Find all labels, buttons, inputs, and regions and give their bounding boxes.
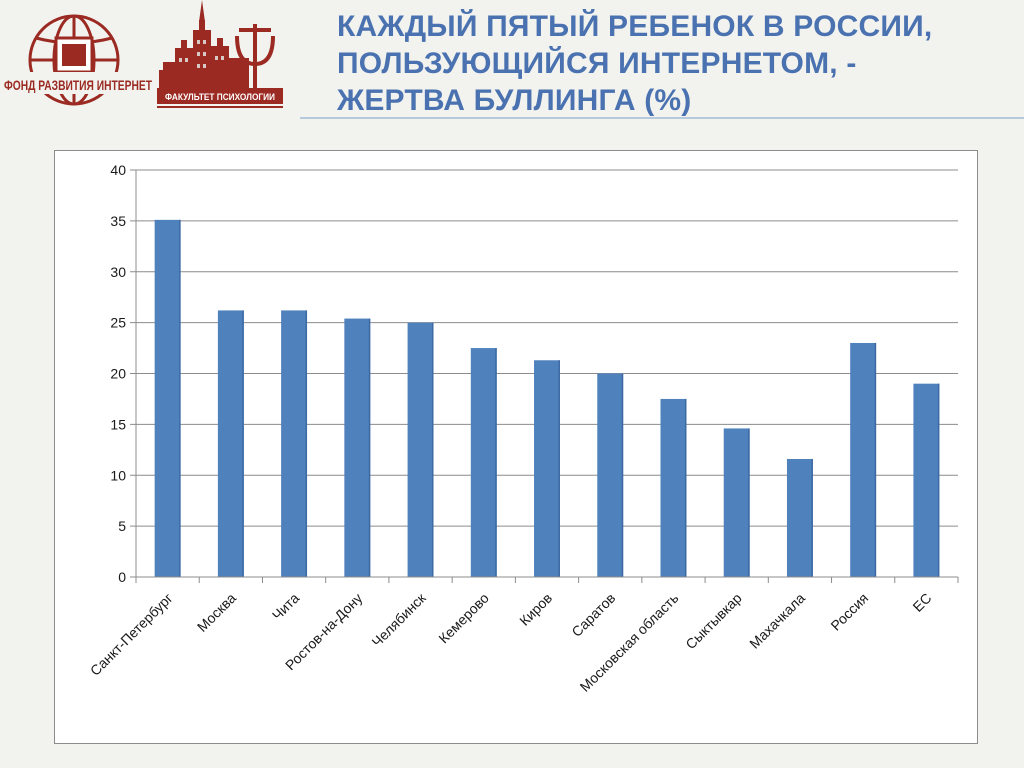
bar	[597, 373, 624, 577]
slide-title-line-2: ПОЛЬЗУЮЩИЙСЯ ИНТЕРНЕТОМ, -	[337, 47, 857, 80]
bar	[344, 318, 371, 577]
bar-shade	[432, 322, 434, 577]
x-category-label: Москва	[194, 590, 239, 635]
x-category-label: Саратов	[568, 590, 618, 640]
psychology-faculty-logo-icon: ФАКУЛЬТЕТ ПСИХОЛОГИИ	[157, 0, 283, 108]
bar	[534, 360, 560, 577]
bar	[850, 342, 877, 577]
x-category-label: ЕС	[909, 590, 934, 615]
bar	[281, 310, 308, 577]
y-tick-label: 20	[110, 366, 126, 382]
bar	[786, 458, 813, 577]
fund-logo-icon: ФОНД РАЗВИТИЯ ИНТЕРНЕТ	[2, 14, 154, 106]
bar	[154, 219, 181, 578]
bar	[217, 310, 244, 577]
bar-shade	[305, 310, 308, 577]
x-category-label: Санкт-Петербург	[87, 590, 176, 679]
slide-title: КАЖДЫЙ ПЯТЫЙ РЕБЕНОК В РОССИИ, ПОЛЬЗУЮЩИ…	[337, 8, 1017, 119]
x-category-label: Россия	[827, 590, 871, 634]
y-tick-label: 30	[110, 264, 126, 280]
y-tick-label: 0	[118, 569, 126, 585]
fund-logo-text: ФОНД РАЗВИТИЯ ИНТЕРНЕТ	[4, 77, 152, 93]
x-category-label: Киров	[516, 590, 555, 629]
bar	[913, 383, 940, 577]
psychology-faculty-logo-text: ФАКУЛЬТЕТ ПСИХОЛОГИИ	[165, 92, 275, 102]
y-tick-label: 10	[110, 467, 126, 483]
bar	[723, 428, 750, 577]
bar-shade	[621, 373, 624, 577]
x-category-label: Челябинск	[368, 589, 429, 650]
y-tick-label: 5	[118, 518, 126, 534]
bar-shade	[748, 428, 750, 577]
slide-title-line-3: ЖЕРТВА БУЛЛИНГА (%)	[337, 84, 692, 117]
chart-frame	[54, 150, 978, 744]
y-tick-label: 40	[110, 162, 126, 178]
y-tick-label: 15	[110, 416, 126, 432]
bar-shade	[558, 360, 560, 577]
bar-chart: 0 5 10 15 20 25 30 35 40 Санкт-Петербург Москва Чи…	[87, 162, 959, 695]
y-tick-label: 25	[110, 315, 126, 331]
header-divider	[300, 117, 1024, 119]
bar-shade	[179, 219, 181, 578]
slide-title-line-1: КАЖДЫЙ ПЯТЫЙ РЕБЕНОК В РОССИИ,	[337, 10, 933, 43]
bar	[470, 348, 497, 577]
x-category-label: Кемерово	[435, 590, 492, 647]
y-tick-label: 35	[110, 213, 126, 229]
bar-shade	[874, 342, 877, 577]
bar-shade	[495, 348, 497, 577]
bar-shade	[368, 318, 371, 577]
bar-shade	[811, 458, 813, 577]
x-category-label: Сыктывкар	[682, 590, 745, 653]
x-category-label: Махачкала	[746, 590, 808, 652]
bar	[407, 322, 434, 577]
bar-shade	[937, 383, 940, 577]
x-category-label: Чита	[269, 590, 303, 624]
bar-shade	[242, 310, 244, 577]
bar	[660, 398, 687, 577]
bar-shade	[684, 398, 687, 577]
